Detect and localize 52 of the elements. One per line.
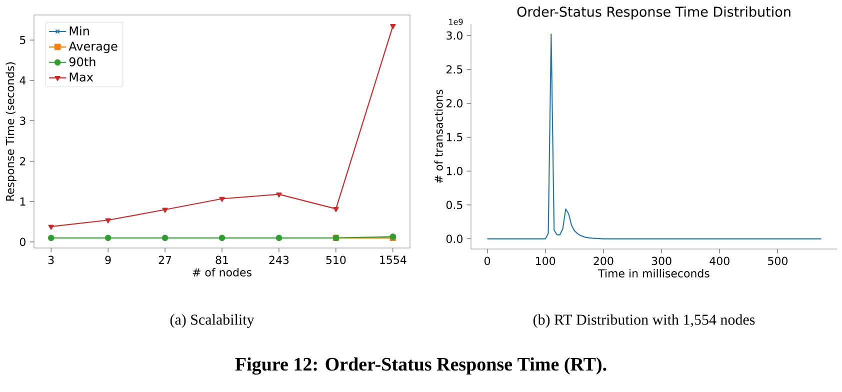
- point: [104, 234, 112, 242]
- point: [162, 208, 168, 213]
- x-axis-title: # of nodes: [192, 268, 252, 276]
- legend-label: 90th: [69, 57, 96, 66]
- y-tick-label: 3.0: [446, 31, 462, 40]
- point: [48, 224, 54, 230]
- x-tick-label: 500: [768, 256, 788, 266]
- x-tick-label: 81: [216, 256, 228, 264]
- x-tick-label: 0: [484, 256, 490, 266]
- point: [276, 192, 282, 198]
- y-axis-title: # of transactions: [434, 90, 443, 183]
- x-tick-label: 300: [652, 256, 672, 266]
- point: [276, 234, 282, 242]
- y-tick-label: 2.5: [446, 65, 462, 74]
- text: (a) Scalability: [170, 314, 254, 328]
- x-tick-label: 200: [594, 256, 614, 266]
- x-tick-label: 3: [48, 256, 54, 264]
- x-tick-label: 100: [536, 256, 556, 266]
- y-tick-label: 0.0: [446, 234, 462, 243]
- y-tick-label: 1: [20, 198, 26, 206]
- y-tick-label: 2.0: [446, 99, 462, 108]
- text: (b) RT Distribution with 1,554 nodes: [533, 314, 755, 328]
- point: [162, 234, 168, 242]
- x-axis-title: Time in milliseconds: [598, 268, 710, 278]
- x-tick-label: 1554: [380, 256, 406, 264]
- legend-label: Min: [70, 26, 89, 36]
- legend-label: Average: [68, 42, 118, 54]
- y-tick-label: 0.5: [446, 200, 462, 210]
- y-axis-title: Response Time (seconds): [6, 62, 16, 201]
- point: [219, 196, 225, 202]
- y-tick-label: 0: [20, 238, 26, 246]
- point: [333, 206, 339, 212]
- chart-title: Order-Status Response Time Distribution: [517, 6, 790, 20]
- point: [105, 218, 111, 224]
- text: 1e9: [449, 18, 463, 25]
- x-tick-label: 9: [105, 256, 111, 264]
- y-tick-label: 5: [20, 36, 26, 44]
- x-tick-label: 510: [326, 256, 346, 264]
- point: [48, 234, 54, 242]
- legend-label: Max: [70, 72, 94, 82]
- point: [390, 24, 396, 30]
- y-tick-label: 1.0: [446, 166, 462, 176]
- y-tick-label: 2: [20, 157, 26, 166]
- x-tick-label: 400: [710, 256, 730, 266]
- line-series: [486, 34, 822, 240]
- point: [218, 234, 226, 242]
- y-tick-label: 3: [20, 116, 26, 125]
- x-tick-label: 243: [269, 256, 289, 264]
- y-tick-label: 1.5: [446, 133, 462, 142]
- caption: Figure 12: Order-Status Response Time (RT).: [235, 357, 606, 375]
- y-tick-label: 4: [20, 76, 26, 84]
- x-tick-label: 27: [158, 256, 172, 264]
